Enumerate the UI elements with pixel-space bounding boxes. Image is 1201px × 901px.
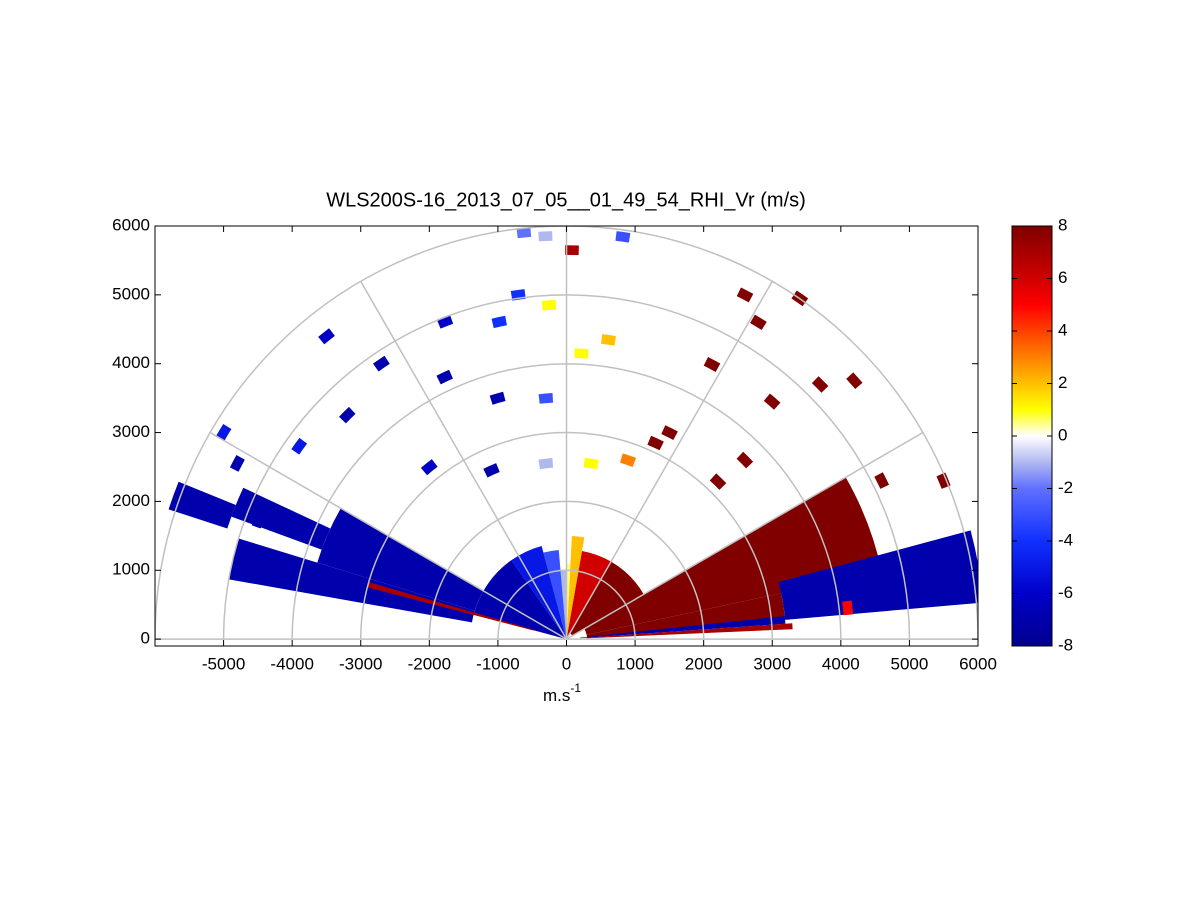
- radar-cell: [560, 570, 567, 640]
- colorbar-tick-label: 6: [1058, 268, 1067, 287]
- radar-cell: [566, 550, 612, 640]
- x-tick-label: 5000: [891, 654, 929, 673]
- radar-gate: [601, 334, 616, 346]
- radar-gate: [709, 473, 727, 490]
- radar-gate: [811, 376, 829, 393]
- radar-gate: [251, 512, 266, 529]
- y-tick-label: 6000: [112, 215, 150, 234]
- x-tick-label: -4000: [270, 654, 313, 673]
- colorbar-tick-label: -8: [1058, 635, 1073, 654]
- radar-cell: [778, 530, 978, 620]
- radar-gate: [491, 315, 507, 329]
- radar-gate: [842, 600, 854, 616]
- x-tick-label: -2000: [408, 654, 451, 673]
- colorbar-tick-label: 8: [1058, 215, 1067, 234]
- chart-title: WLS200S-16_2013_07_05__01_49_54_RHI_Vr (…: [326, 189, 806, 211]
- spoke: [209, 431, 567, 640]
- x-tick-label: 0: [562, 654, 571, 673]
- radar-gate: [619, 453, 637, 467]
- x-label-base: m.s: [543, 686, 570, 705]
- colorbar-tick-label: -2: [1058, 478, 1073, 497]
- radar-cell: [580, 616, 786, 639]
- radar-gate: [647, 435, 664, 451]
- radar-gate: [516, 227, 532, 239]
- radar-gate: [846, 372, 863, 390]
- radar-gate: [583, 457, 599, 470]
- x-tick-label: 4000: [822, 654, 860, 673]
- radar-cell: [566, 563, 571, 640]
- radar-gate: [874, 472, 890, 489]
- x-tick-label: 6000: [959, 654, 997, 673]
- radar-gate: [736, 287, 754, 303]
- radar-cell: [586, 593, 786, 638]
- radar-gate: [420, 459, 438, 476]
- radar-gate: [565, 245, 579, 256]
- radar-gate: [373, 355, 390, 372]
- radar-gate: [229, 455, 245, 472]
- y-tick-label: 5000: [112, 284, 150, 303]
- x-label-sup: -1: [570, 681, 581, 695]
- radar-gate: [291, 437, 308, 455]
- radar-gate: [936, 472, 951, 489]
- x-tick-label: -3000: [339, 654, 382, 673]
- radar-gate: [436, 369, 453, 385]
- y-tick-label: 0: [141, 629, 150, 648]
- radar-cell: [584, 477, 882, 635]
- radar-gate: [483, 463, 500, 478]
- radar-gate: [538, 231, 553, 242]
- x-tick-label: 2000: [685, 654, 723, 673]
- x-tick-label: -5000: [202, 654, 245, 673]
- radar-gate: [615, 231, 631, 243]
- plot-area: [155, 226, 978, 640]
- y-tick-label: 2000: [112, 491, 150, 510]
- radar-cell: [566, 535, 585, 640]
- radar-gate: [703, 356, 721, 372]
- radar-cell: [587, 623, 793, 639]
- radar-gate: [339, 406, 356, 424]
- radar-gate: [750, 314, 767, 331]
- spoke: [565, 280, 773, 640]
- radar-gate: [318, 328, 335, 345]
- radar-gate: [574, 348, 589, 359]
- radar-gate: [541, 300, 557, 311]
- x-axis-label: m.s-1: [543, 681, 581, 705]
- radar-cell: [231, 487, 331, 550]
- y-tick-label: 3000: [112, 422, 150, 441]
- radar-gate: [216, 423, 232, 441]
- radar-gate: [489, 391, 506, 405]
- radar-cell: [168, 481, 236, 529]
- y-tick-label: 4000: [112, 353, 150, 372]
- y-tick-label: 1000: [112, 560, 150, 579]
- colorbar-tick-label: 4: [1058, 320, 1067, 339]
- colorbar-tick-label: -6: [1058, 583, 1073, 602]
- spoke: [360, 280, 568, 640]
- colorbar-tick-label: 0: [1058, 425, 1067, 444]
- colorbar-tick-label: 2: [1058, 373, 1067, 392]
- radar-cell: [367, 582, 534, 631]
- x-tick-label: 3000: [753, 654, 791, 673]
- radar-cell: [569, 561, 644, 636]
- spoke: [566, 431, 924, 640]
- colorbar-tick-label: -4: [1058, 530, 1073, 549]
- x-tick-label: -1000: [476, 654, 519, 673]
- radar-cell: [317, 508, 484, 611]
- radar-gate: [538, 393, 554, 404]
- radar-cell: [228, 538, 475, 623]
- radar-gate: [736, 451, 754, 469]
- radar-gate: [763, 393, 781, 410]
- colorbar: [1011, 225, 1053, 647]
- x-tick-label: 1000: [616, 654, 654, 673]
- radar-gate: [538, 458, 554, 470]
- radar-gate: [661, 425, 678, 441]
